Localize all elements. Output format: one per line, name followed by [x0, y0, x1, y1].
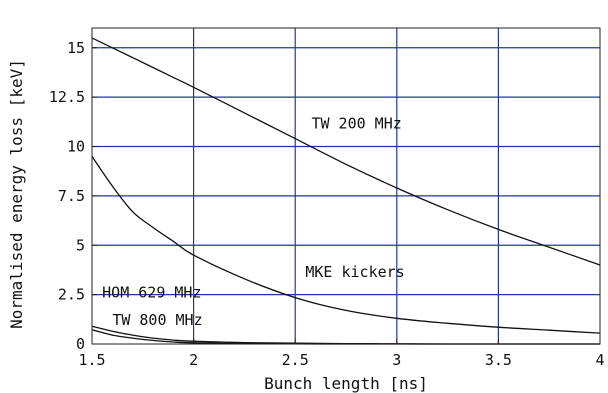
x-tick-label: 1.5 [78, 351, 105, 369]
y-tick-label: 7.5 [58, 187, 85, 205]
curve-annotation: HOM 629 MHz [102, 284, 201, 302]
series-line-1 [91, 37, 601, 266]
curve-annotation: TW 200 MHz [311, 115, 401, 133]
plot-frame [91, 27, 601, 345]
x-tick-label: 3 [392, 351, 401, 369]
x-axis-title: Bunch length [ns] [264, 374, 428, 393]
x-tick-label: 4 [595, 351, 604, 369]
series-line-2 [91, 156, 601, 334]
y-tick-label: 10 [67, 138, 85, 156]
y-axis-title: Normalised energy loss [keV] [7, 59, 26, 329]
curve-annotation: MKE kickers [305, 263, 404, 281]
y-tick-label: 12.5 [49, 88, 85, 106]
y-tick-label: 2.5 [58, 286, 85, 304]
y-tick-label: 15 [67, 39, 85, 57]
curve-annotation: TW 800 MHz [112, 311, 202, 329]
y-tick-label: 5 [76, 236, 85, 254]
axis-ticks: 1.5 2 2.5 3 3.5 4 0 2.5 5 7.5 10 12.5 15 [49, 39, 605, 369]
x-tick-label: 3.5 [485, 351, 512, 369]
x-tick-label: 2 [189, 351, 198, 369]
y-tick-label: 0 [76, 335, 85, 353]
annotations: TW 200 MHz MKE kickers HOM 629 MHz TW 800 M… [102, 115, 405, 330]
grid-lines [92, 28, 600, 344]
x-tick-label: 2.5 [282, 351, 309, 369]
